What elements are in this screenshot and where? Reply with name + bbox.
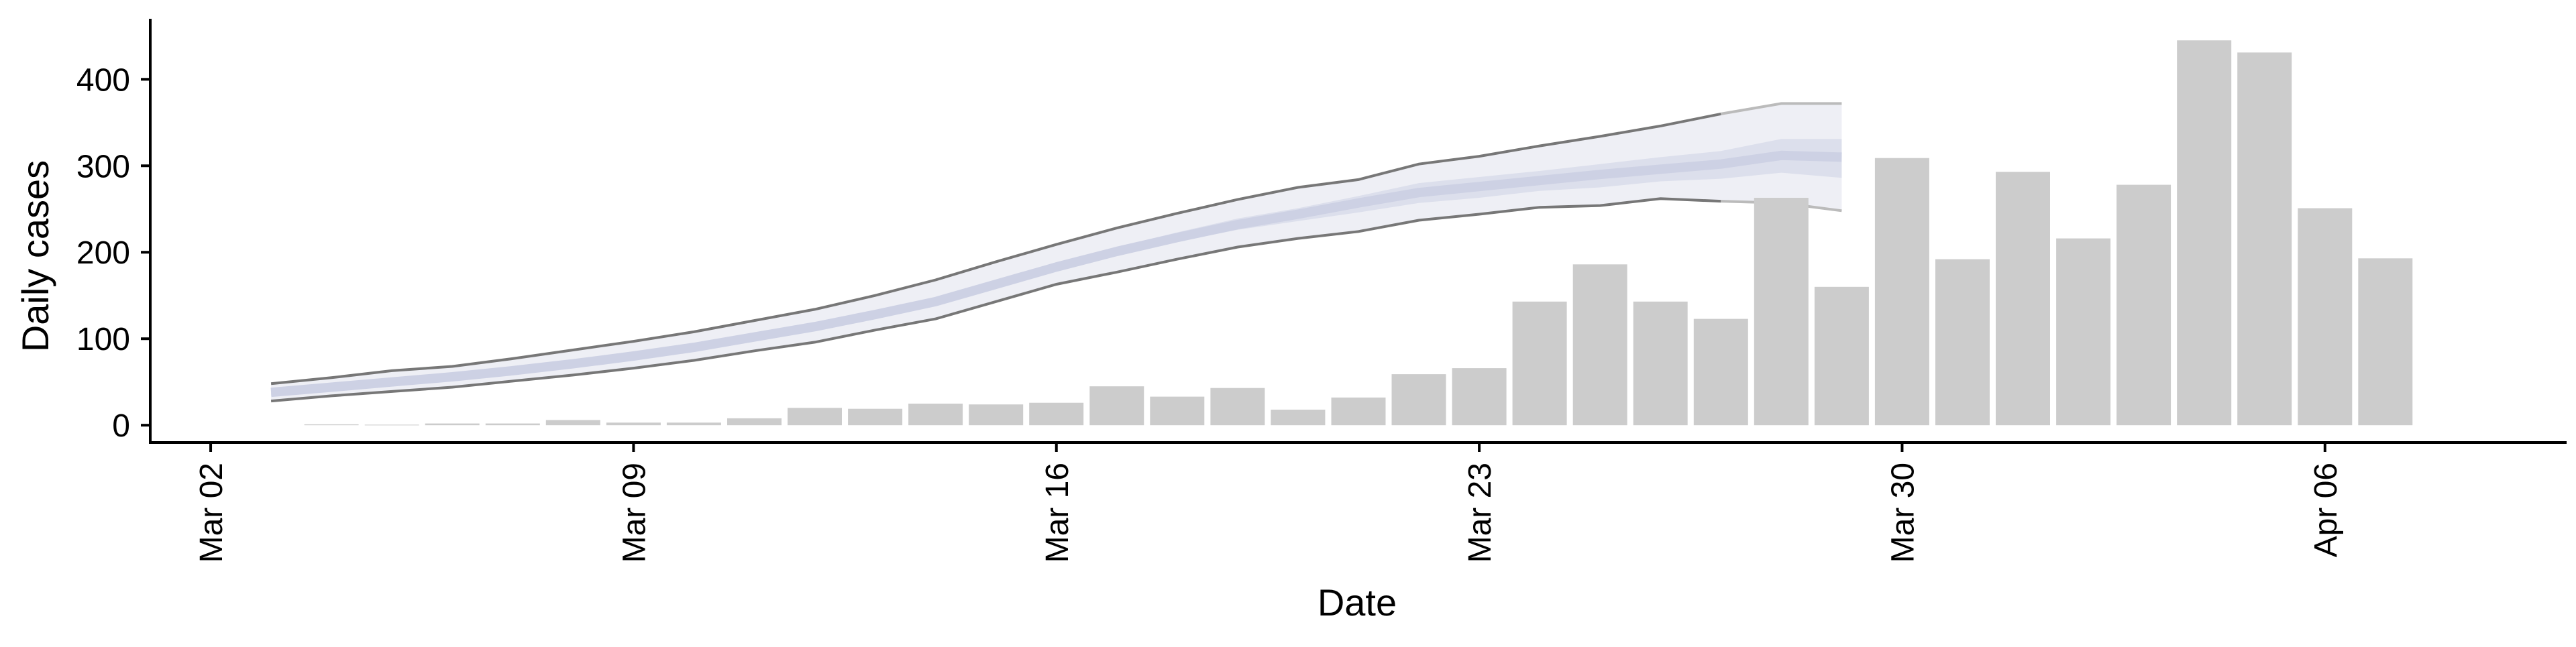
bar: [2298, 208, 2353, 426]
bar: [364, 424, 419, 426]
bar: [848, 408, 903, 426]
y-tick-label: 300: [76, 149, 130, 184]
bar: [1150, 396, 1205, 426]
bar: [969, 404, 1024, 426]
forecast-ribbon: [270, 102, 1842, 403]
bar: [1512, 301, 1567, 426]
bar: [666, 422, 721, 426]
bar: [545, 420, 600, 426]
bar: [1572, 264, 1627, 426]
axes: 0 100 200 300 400 Mar 02 Mar 09 Mar 16 Mar 23 Mar…: [76, 19, 2567, 563]
upper-bound-line: [270, 112, 1721, 386]
bar: [2056, 238, 2111, 426]
bar: [1996, 172, 2050, 426]
bar: [2177, 40, 2232, 426]
y-axis-title: Daily cases: [14, 160, 56, 352]
bar: [1029, 402, 1084, 426]
bar: [2116, 184, 2171, 426]
bar: [1814, 286, 1869, 426]
bar: [727, 418, 782, 426]
x-tick-label: Mar 02: [194, 463, 229, 563]
y-tick-label: 400: [76, 62, 130, 98]
bar: [1935, 259, 1990, 426]
upper-bound-line-end: [1720, 102, 1842, 115]
bar: [2237, 52, 2292, 426]
bar: [1452, 368, 1507, 426]
bar: [1210, 388, 1265, 426]
bars-group: [304, 40, 2413, 426]
bar: [788, 408, 842, 426]
x-axis-title: Date: [1318, 581, 1397, 624]
bar: [1754, 198, 1809, 426]
bar: [908, 404, 963, 426]
median-line: [270, 150, 1842, 398]
bar: [1693, 318, 1748, 426]
x-tick-label: Apr 06: [2308, 463, 2344, 557]
bar: [1874, 158, 1929, 426]
bar: [1633, 301, 1688, 426]
y-tick-label: 100: [76, 322, 130, 357]
bar: [1271, 410, 1326, 426]
bar: [2358, 258, 2413, 426]
y-tick-label: 200: [76, 235, 130, 271]
bar: [1089, 386, 1144, 426]
bar: [1391, 374, 1446, 426]
x-tick-label: Mar 09: [616, 463, 652, 563]
x-tick-label: Mar 30: [1885, 463, 1921, 563]
bar: [1331, 397, 1386, 426]
lower-bound-line: [270, 197, 1721, 403]
outer-interval-band: [271, 103, 1842, 402]
bar: [304, 424, 359, 426]
y-tick-label: 0: [112, 408, 130, 444]
bar: [485, 423, 540, 426]
x-tick-label: Mar 23: [1462, 463, 1498, 563]
x-tick-label: Mar 16: [1040, 463, 1075, 563]
bar: [425, 423, 480, 426]
bar: [606, 422, 661, 426]
